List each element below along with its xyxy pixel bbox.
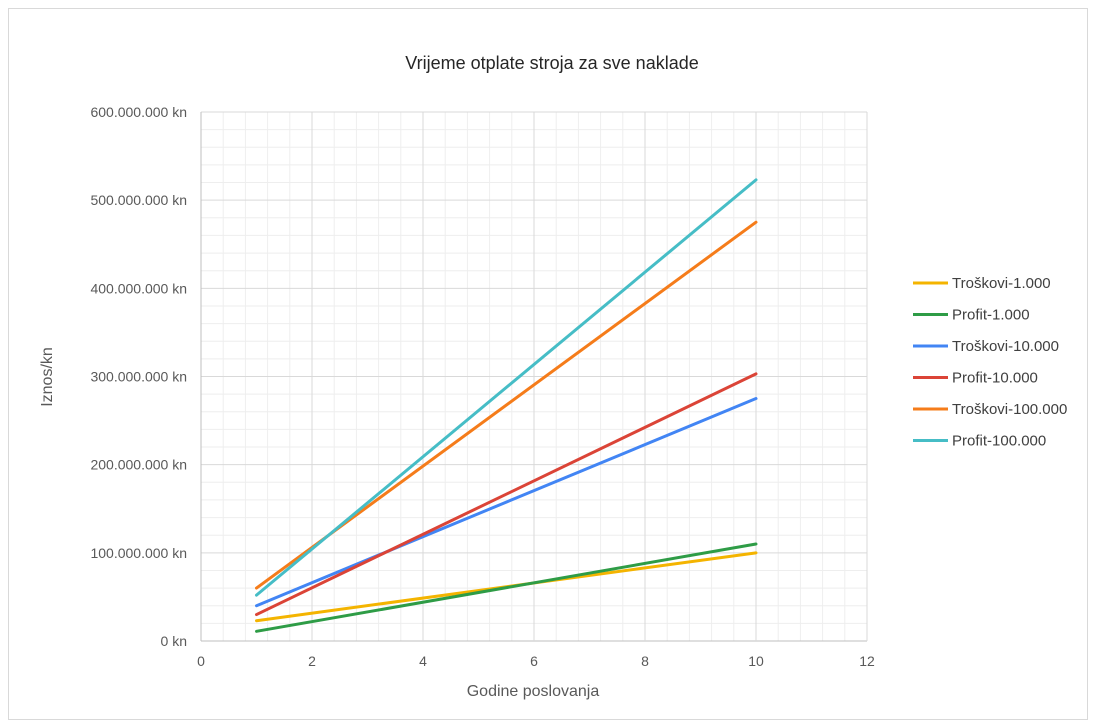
series-line-6 xyxy=(255,178,758,597)
x-tick-label: 12 xyxy=(859,653,875,669)
legend-label-4: Profit-10.000 xyxy=(952,370,1038,387)
x-tick-label: 8 xyxy=(641,653,649,669)
x-axis-label: Godine poslovanja xyxy=(467,683,600,700)
series-line-4 xyxy=(255,372,758,617)
y-tick-label: 500.000.000 kn xyxy=(90,192,187,208)
y-tick-label: 0 kn xyxy=(161,633,187,649)
y-tick-label: 200.000.000 kn xyxy=(90,457,187,473)
legend-label-3: Troškovi-10.000 xyxy=(952,338,1059,355)
legend-label-6: Profit-100.000 xyxy=(952,433,1046,450)
x-tick-label: 0 xyxy=(197,653,205,669)
y-tick-label: 400.000.000 kn xyxy=(90,280,187,296)
y-axis-label: Iznos/kn xyxy=(39,347,56,407)
x-axis-ticks: 0 2 4 6 8 10 12 xyxy=(197,653,875,669)
series-lines xyxy=(255,178,758,633)
series-line-2 xyxy=(255,542,758,633)
legend-label-1: Troškovi-1.000 xyxy=(952,275,1051,292)
y-tick-label: 300.000.000 kn xyxy=(90,369,187,385)
y-axis-ticks: 0 kn 100.000.000 kn 200.000.000 kn 300.000.… xyxy=(90,104,187,649)
legend: Troškovi-1.000 Profit-1.000 Troškovi-10.00… xyxy=(913,275,1067,450)
legend-label-5: Troškovi-100.000 xyxy=(952,401,1067,418)
chart-title: Vrijeme otplate stroja za sve naklade xyxy=(405,53,698,73)
series-line-3 xyxy=(255,397,758,608)
x-tick-label: 4 xyxy=(419,653,427,669)
x-tick-label: 2 xyxy=(308,653,316,669)
major-grid xyxy=(200,111,868,642)
legend-label-2: Profit-1.000 xyxy=(952,307,1030,324)
x-tick-label: 10 xyxy=(748,653,764,669)
y-tick-label: 100.000.000 kn xyxy=(90,545,187,561)
chart-frame xyxy=(8,8,1088,720)
y-tick-label: 600.000.000 kn xyxy=(90,104,187,120)
x-tick-label: 6 xyxy=(530,653,538,669)
